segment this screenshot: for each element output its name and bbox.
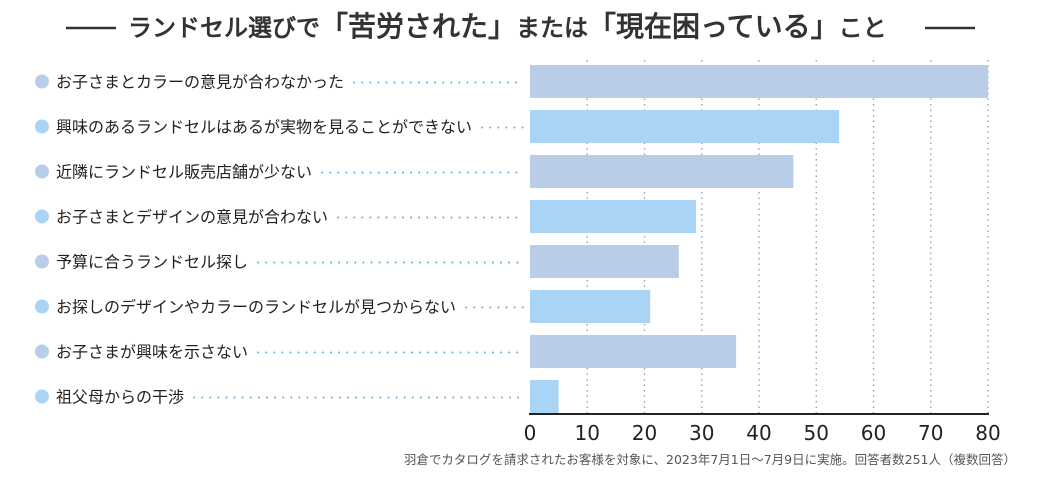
x-tick-label: 50 <box>804 421 829 445</box>
category-bullet-icon <box>35 119 49 134</box>
category-bullet-icon <box>35 299 49 314</box>
category-bullet-icon <box>35 74 49 89</box>
category-bullet-icon <box>35 344 49 359</box>
category-bullet-icon <box>35 389 49 404</box>
x-tick-label: 30 <box>689 421 714 445</box>
grid-lines <box>586 60 989 413</box>
bar <box>530 65 988 98</box>
chart-title: ランドセル選びで「苦労された」または「現在困っている」こと <box>66 10 975 43</box>
category-bullet-icon <box>35 164 49 179</box>
x-tick-label: 20 <box>632 421 657 445</box>
bar <box>530 155 794 188</box>
category-label: 近隣にランドセル販売店舗が少ない <box>56 163 312 182</box>
title-suffix: こと <box>839 14 887 42</box>
category-label: お子さまとカラーの意見が合わなかった <box>56 73 344 92</box>
x-tick-label: 40 <box>746 421 771 445</box>
bar <box>530 245 679 278</box>
category-bullet-icon <box>35 254 49 269</box>
x-tick-label: 80 <box>975 421 1000 445</box>
x-tick-label: 0 <box>524 421 537 445</box>
category-label: お子さまが興味を示さない <box>56 343 248 362</box>
title-prefix: ランドセル選びで <box>128 14 320 42</box>
survey-note: 羽倉でカタログを請求されたお客様を対象に、2023年7月1日〜7月9日に実施。回… <box>404 452 1016 467</box>
category-label: 祖父母からの干渉 <box>56 388 184 407</box>
title-middle: または <box>516 14 588 42</box>
title-quote-2: 「現在困っている」 <box>588 10 839 43</box>
bar <box>530 380 559 413</box>
title-quote-1: 「苦労された」 <box>320 10 516 43</box>
bar <box>530 290 651 323</box>
bars <box>530 65 988 413</box>
category-label: お探しのデザインやカラーのランドセルが見つからない <box>56 298 456 317</box>
category-label: 興味のあるランドセルはあるが実物を見ることができない <box>56 118 472 137</box>
x-tick-labels: 0 10 20 30 40 50 60 70 80 <box>524 421 1001 445</box>
x-tick-label: 70 <box>918 421 943 445</box>
category-bullet-icon <box>35 209 49 224</box>
x-tick-label: 10 <box>575 421 600 445</box>
svg-text:ランドセル選びで「苦労された」または「現在困っている」こと: ランドセル選びで「苦労された」または「現在困っている」こと <box>128 10 887 43</box>
category-label: お子さまとデザインの意見が合わない <box>56 208 328 227</box>
leader-lines <box>193 81 525 399</box>
bar <box>530 110 840 143</box>
category-label: 予算に合うランドセル探し <box>56 253 248 272</box>
x-tick-label: 60 <box>861 421 886 445</box>
category-labels: お子さまとカラーの意見が合わなかった興味のあるランドセルはあるが実物を見ることが… <box>35 73 472 407</box>
bar <box>530 335 737 368</box>
bar <box>530 200 697 233</box>
